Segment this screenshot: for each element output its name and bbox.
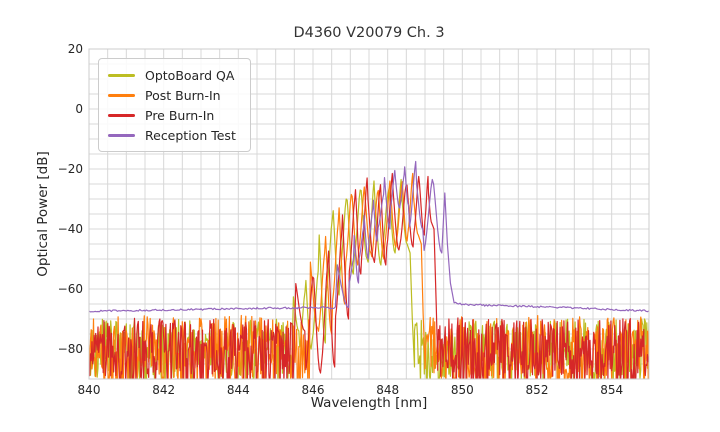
x-tick-label-852: 852 xyxy=(525,383,549,397)
chart-title: D4360 V20079 Ch. 3 xyxy=(293,25,445,41)
legend-label: Post Burn-In xyxy=(145,87,221,103)
legend-line-icon xyxy=(108,113,135,117)
legend-label: Reception Test xyxy=(145,127,236,143)
x-tick-label-842: 842 xyxy=(152,383,176,397)
legend-item-3: Reception Test xyxy=(108,125,236,145)
x-tick-label-840: 840 xyxy=(77,383,101,397)
legend-item-2: Pre Burn-In xyxy=(108,105,236,125)
x-tick-label-848: 848 xyxy=(376,383,400,397)
y-tick-label-0: 0 xyxy=(75,102,83,116)
legend-line-icon xyxy=(108,93,135,97)
x-axis-label: Wavelength [nm] xyxy=(310,395,428,411)
y-tick-label--40: −40 xyxy=(57,222,83,236)
legend-box: OptoBoard QA Post Burn-In Pre Burn-In Recep… xyxy=(98,58,251,152)
legend-item-0: OptoBoard QA xyxy=(108,65,236,85)
y-tick-label-20: 20 xyxy=(67,42,83,56)
y-tick-label--80: −80 xyxy=(57,342,83,356)
y-tick-label--20: −20 xyxy=(57,162,83,176)
series-line-2 xyxy=(89,172,649,379)
x-tick-label-846: 846 xyxy=(301,383,325,397)
legend-item-1: Post Burn-In xyxy=(108,85,236,105)
y-tick-label--60: −60 xyxy=(57,282,83,296)
legend-line-icon xyxy=(108,133,135,137)
legend-line-icon xyxy=(108,73,135,77)
series-line-3 xyxy=(89,160,649,313)
x-tick-label-854: 854 xyxy=(600,383,624,397)
legend-label: OptoBoard QA xyxy=(145,67,235,83)
x-tick-label-844: 844 xyxy=(226,383,250,397)
x-tick-label-850: 850 xyxy=(450,383,474,397)
legend-label: Pre Burn-In xyxy=(145,107,215,123)
